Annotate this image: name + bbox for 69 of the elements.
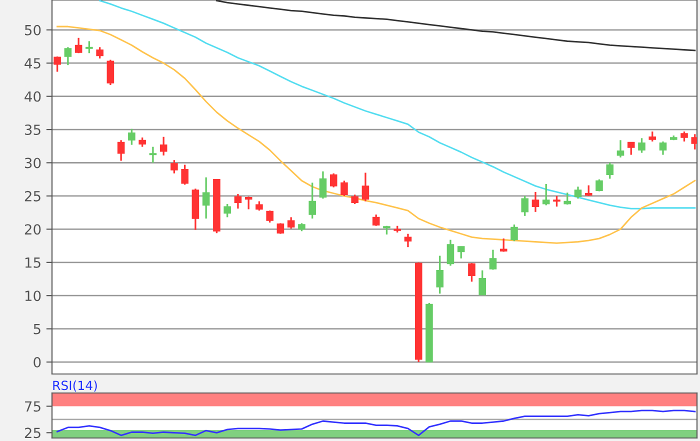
candlestick bbox=[74, 37, 82, 54]
candlestick bbox=[340, 180, 348, 197]
y-tick-label: 10 bbox=[25, 290, 41, 302]
candlestick bbox=[149, 146, 157, 164]
line-series bbox=[99, 0, 696, 210]
candlestick bbox=[319, 170, 327, 200]
candlestick bbox=[202, 176, 210, 220]
candlestick bbox=[574, 186, 582, 200]
candlestick bbox=[308, 182, 316, 220]
candlestick bbox=[606, 162, 614, 180]
candlestick bbox=[521, 195, 528, 217]
candlestick bbox=[532, 191, 540, 213]
chart-title: RSI(14) bbox=[53, 380, 97, 392]
candlestick bbox=[234, 193, 242, 210]
candlestick bbox=[446, 238, 454, 267]
candlestick bbox=[638, 137, 646, 154]
y-tick-label: 30 bbox=[24, 158, 41, 168]
y-tick-label: 15 bbox=[25, 258, 40, 268]
y-tick-label: 40 bbox=[24, 91, 41, 102]
candlestick bbox=[468, 262, 476, 282]
candlestick bbox=[160, 136, 168, 156]
y-tick-label: 45 bbox=[24, 58, 40, 69]
y-tick-label: 5 bbox=[34, 324, 40, 334]
candlestick bbox=[478, 270, 486, 296]
line-series bbox=[56, 26, 696, 244]
candlestick bbox=[276, 222, 284, 235]
candlestick bbox=[181, 164, 188, 186]
candlestick bbox=[244, 196, 252, 210]
candlestick bbox=[330, 172, 338, 188]
line-series bbox=[56, 410, 696, 436]
candlestick bbox=[106, 58, 114, 86]
candlestick bbox=[659, 140, 667, 156]
candlestick bbox=[457, 246, 465, 260]
candlestick bbox=[542, 183, 550, 206]
candlestick bbox=[489, 248, 497, 271]
candlestick bbox=[266, 210, 274, 224]
candlestick bbox=[362, 172, 370, 202]
candlestick bbox=[404, 233, 412, 248]
y-tick-label: 0 bbox=[34, 357, 41, 368]
candlestick bbox=[510, 224, 518, 242]
candlestick bbox=[224, 203, 231, 218]
candlestick bbox=[627, 141, 635, 156]
candlestick bbox=[584, 184, 592, 197]
candlestick bbox=[54, 56, 61, 73]
candlestick bbox=[86, 40, 93, 54]
candlestick bbox=[648, 130, 656, 142]
y-tick-label: 25 bbox=[24, 428, 40, 438]
y-tick-label: 75 bbox=[25, 401, 40, 412]
line-series bbox=[216, 0, 696, 52]
candlestick bbox=[596, 178, 603, 192]
candlestick bbox=[680, 130, 688, 142]
candlestick bbox=[117, 139, 125, 162]
candlestick bbox=[287, 216, 295, 230]
candlestick bbox=[553, 195, 560, 208]
candlestick bbox=[500, 238, 508, 253]
candlestick bbox=[138, 136, 146, 148]
candlestick bbox=[436, 254, 444, 294]
candlestick bbox=[64, 46, 72, 66]
y-tick-label: 20 bbox=[24, 224, 41, 235]
y-tick-label: 25 bbox=[24, 190, 40, 202]
candlestick bbox=[170, 159, 178, 174]
y-tick-label: 35 bbox=[24, 124, 40, 136]
candlestick bbox=[256, 200, 263, 212]
candlestick bbox=[372, 214, 380, 227]
candlestick bbox=[96, 46, 104, 60]
candlestick bbox=[351, 194, 358, 205]
y-tick-label: 50 bbox=[24, 24, 41, 36]
candlestick bbox=[616, 139, 624, 158]
candlestick bbox=[128, 128, 136, 146]
